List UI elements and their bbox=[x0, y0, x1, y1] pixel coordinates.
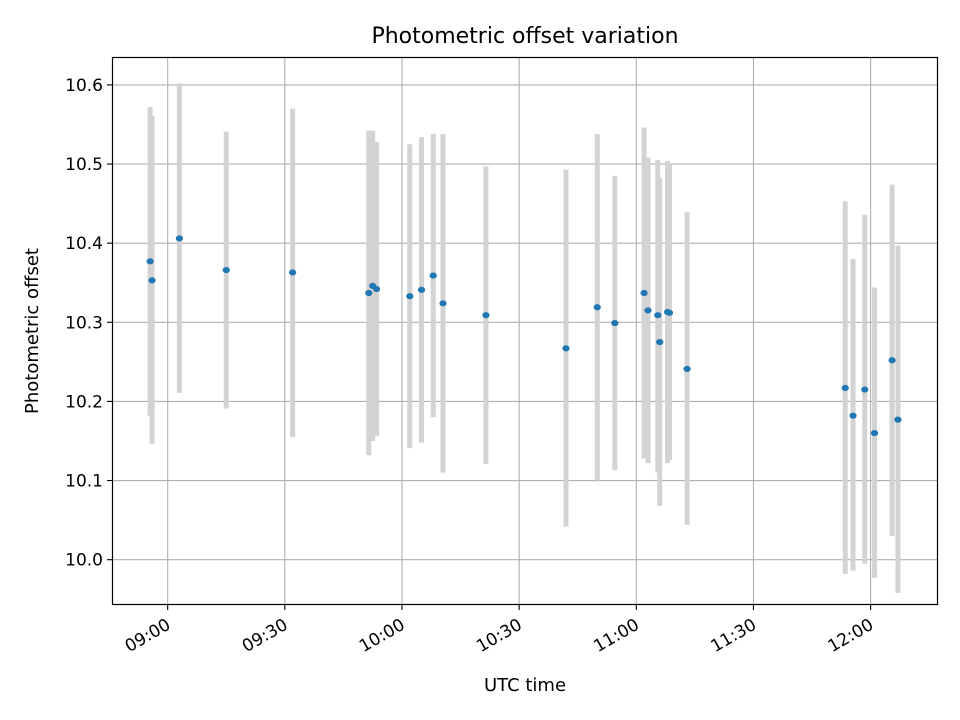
data-point bbox=[861, 386, 869, 393]
data-point bbox=[562, 345, 570, 352]
data-point bbox=[593, 304, 601, 311]
data-point bbox=[148, 277, 156, 284]
data-point bbox=[656, 338, 664, 346]
y-tick-label: 10.2 bbox=[65, 392, 103, 412]
plot-frame bbox=[111, 56, 939, 606]
y-tick-label: 10.1 bbox=[65, 472, 103, 492]
data-point bbox=[870, 429, 879, 437]
data-point bbox=[665, 309, 674, 316]
data-point bbox=[611, 319, 619, 327]
data-point bbox=[439, 300, 447, 307]
data-point bbox=[373, 285, 381, 293]
data-point bbox=[406, 293, 414, 300]
y-tick-label: 10.3 bbox=[65, 313, 103, 333]
data-point bbox=[841, 384, 849, 392]
y-tick-label: 10.4 bbox=[65, 234, 103, 254]
y-tick-label: 10.6 bbox=[65, 76, 103, 96]
grid bbox=[113, 58, 937, 604]
y-tick-label: 10.5 bbox=[65, 155, 103, 175]
data-point bbox=[222, 266, 230, 274]
data-point bbox=[482, 312, 490, 319]
y-tick-label: 10.0 bbox=[65, 551, 103, 571]
data-point bbox=[894, 416, 902, 423]
data-point bbox=[683, 365, 691, 373]
data-point bbox=[175, 235, 183, 242]
y-axis-label: Photometric offset bbox=[22, 248, 43, 414]
data-points bbox=[146, 235, 902, 437]
y-axis: 10.0 10.1 10.2 10.3 10.4 10.5 10.6 bbox=[65, 76, 113, 571]
data-point bbox=[365, 289, 373, 297]
data-point bbox=[644, 307, 652, 314]
chart-title: Photometric offset variation bbox=[371, 24, 678, 49]
data-point bbox=[289, 269, 297, 276]
data-point bbox=[146, 258, 154, 265]
data-point bbox=[654, 312, 662, 319]
data-point bbox=[849, 412, 857, 419]
data-point bbox=[640, 289, 648, 297]
data-point bbox=[417, 286, 426, 293]
data-point bbox=[429, 272, 437, 279]
x-axis-label: UTC time bbox=[484, 675, 566, 696]
data-point bbox=[888, 357, 896, 364]
